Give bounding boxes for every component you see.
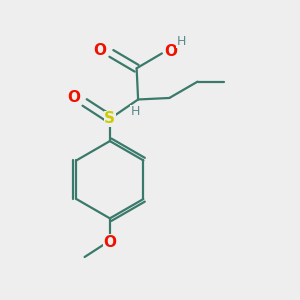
Text: H: H xyxy=(130,105,140,118)
Text: O: O xyxy=(164,44,177,59)
Text: O: O xyxy=(94,43,106,58)
Text: H: H xyxy=(176,35,186,48)
Text: O: O xyxy=(103,235,116,250)
Text: S: S xyxy=(104,111,116,126)
Text: O: O xyxy=(67,91,80,106)
